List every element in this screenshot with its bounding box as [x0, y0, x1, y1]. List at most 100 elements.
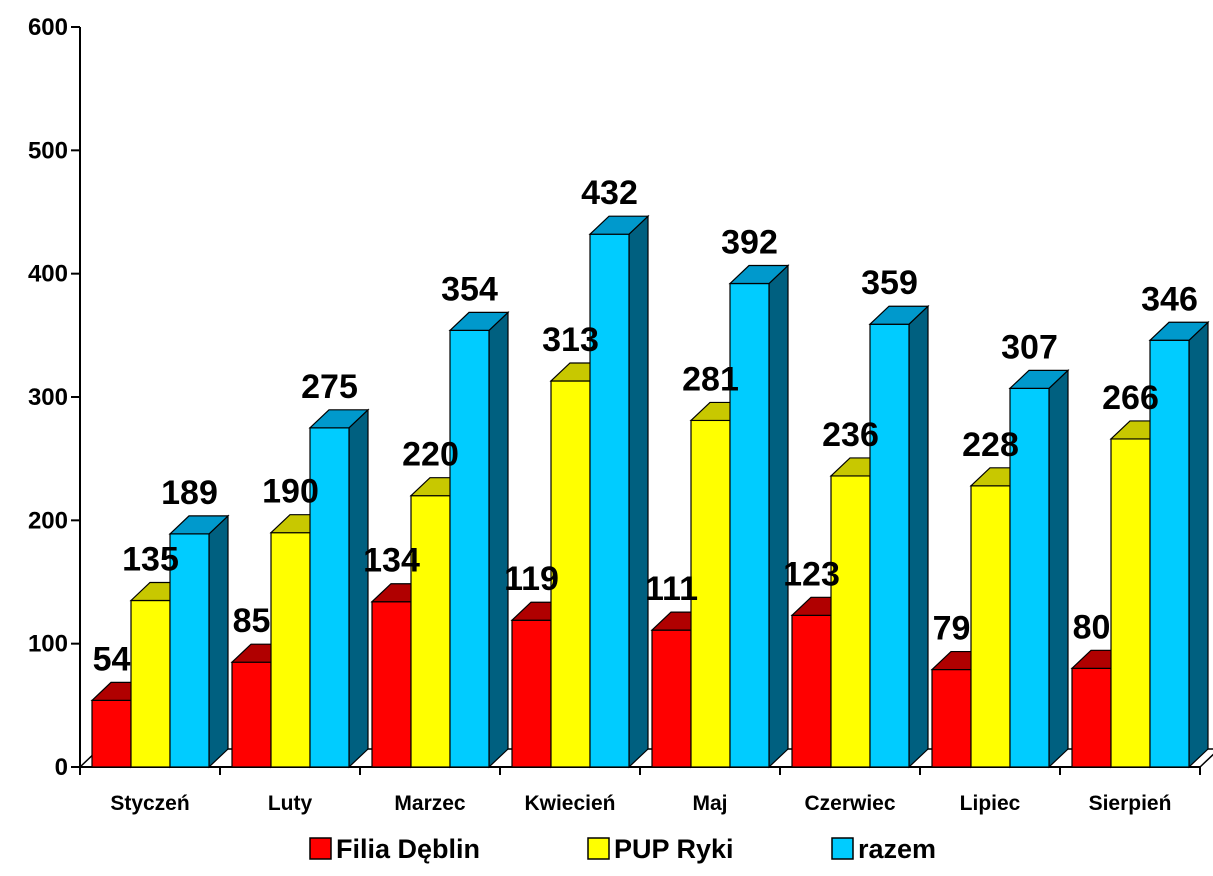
data-label: 432: [581, 174, 638, 212]
legend-swatch: [587, 837, 610, 860]
bar-front: [1071, 667, 1112, 768]
bar-front: [550, 380, 591, 768]
bar-side: [1048, 368, 1069, 769]
bar-top: [588, 215, 650, 235]
y-tick-label: 300: [28, 384, 68, 411]
data-label: 135: [122, 541, 179, 579]
x-tick-label: Styczeń: [110, 792, 189, 815]
bar-front: [931, 668, 972, 768]
legend: Filia Dęblin PUP Ryki razem: [309, 834, 936, 864]
bar: [448, 311, 510, 769]
x-tick-label: Luty: [268, 792, 313, 815]
data-labels: 54 135 189 85 190 275 134 220 354 119 313 432 111 281…: [93, 174, 1198, 678]
data-label: 220: [402, 436, 459, 474]
data-label: 266: [1102, 379, 1159, 417]
data-label: 79: [933, 610, 971, 648]
bar-front: [1110, 438, 1151, 768]
data-label: 346: [1141, 280, 1198, 318]
bar-front: [511, 619, 552, 768]
bar-side: [488, 311, 509, 769]
bar: [1148, 320, 1210, 769]
bar-top: [1148, 321, 1210, 341]
y-tick-label: 600: [28, 14, 68, 41]
bar-front: [270, 532, 311, 768]
bar-top: [728, 264, 790, 285]
bar: [868, 304, 930, 769]
x-tick-label: Maj: [692, 792, 727, 815]
data-label: 236: [822, 416, 879, 454]
bar-top: [168, 515, 230, 535]
data-label: 228: [962, 426, 1019, 464]
data-label: 134: [363, 542, 420, 580]
data-label: 190: [262, 473, 319, 511]
x-tick-label: Czerwiec: [804, 792, 895, 815]
x-tick-label: Lipiec: [960, 792, 1021, 815]
legend-label: PUP Ryki: [614, 834, 734, 864]
y-tick-label: 100: [28, 631, 68, 658]
bar-side: [208, 514, 229, 769]
legend-label: razem: [858, 834, 936, 864]
legend-item: PUP Ryki: [587, 834, 734, 864]
data-label: 275: [301, 368, 358, 406]
bar-front: [690, 419, 731, 768]
x-tick-label: Kwiecień: [524, 792, 615, 815]
legend-item: razem: [831, 834, 936, 864]
data-label: 111: [645, 570, 698, 608]
bar-front: [231, 661, 272, 768]
bar: [308, 408, 370, 769]
bar-front: [91, 699, 132, 768]
y-tick-label: 500: [28, 137, 68, 164]
bar: [588, 214, 650, 769]
bar-front: [309, 427, 350, 768]
data-label: 392: [721, 224, 778, 262]
data-label: 123: [783, 555, 840, 593]
legend-swatch: [309, 837, 332, 860]
y-tick-label: 400: [28, 261, 68, 288]
data-label: 307: [1001, 328, 1058, 366]
legend-item: Filia Dęblin: [309, 834, 480, 864]
data-label: 281: [682, 360, 739, 398]
bar-side: [1188, 320, 1209, 769]
bar-front: [1149, 339, 1190, 768]
bars: [90, 214, 1210, 769]
data-label: 313: [542, 321, 599, 359]
bar-front: [791, 614, 832, 768]
bar-front: [970, 485, 1011, 768]
bar-top: [448, 311, 510, 331]
legend-swatch: [831, 837, 854, 860]
bar-front: [729, 282, 770, 768]
bar: [728, 264, 790, 769]
bar-front: [371, 601, 412, 768]
bar-front: [589, 233, 630, 768]
bar-front: [169, 533, 210, 768]
data-label: 80: [1073, 608, 1111, 646]
bar: [168, 514, 230, 769]
bar-front: [869, 323, 910, 768]
data-label: 119: [504, 560, 559, 598]
legend-label: Filia Dęblin: [336, 834, 480, 864]
data-label: 189: [161, 474, 218, 512]
bar-top: [868, 305, 930, 325]
data-label: 85: [233, 602, 271, 640]
data-label: 54: [93, 640, 131, 678]
x-tick-label: Marzec: [394, 792, 466, 815]
bar-side: [908, 304, 929, 769]
bar-front: [449, 329, 490, 768]
y-tick-label: 200: [28, 507, 68, 534]
bar-front: [1009, 387, 1050, 768]
x-tick-label: Sierpień: [1089, 792, 1172, 815]
y-tick-label: 0: [55, 754, 68, 781]
bar-side: [768, 264, 789, 769]
bar-top: [308, 409, 370, 429]
bar: [1008, 368, 1070, 769]
bar-front: [830, 475, 871, 768]
bar-front: [410, 495, 451, 768]
data-label: 354: [441, 270, 498, 308]
data-label: 359: [861, 264, 918, 302]
bar-side: [628, 214, 649, 769]
bar-side: [348, 408, 369, 769]
bar-front: [651, 629, 692, 768]
bar-front: [130, 599, 171, 768]
bar-top: [1008, 369, 1070, 389]
